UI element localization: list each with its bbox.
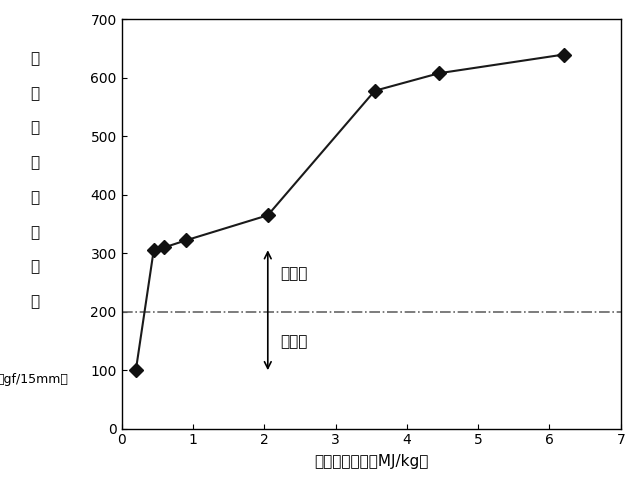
Text: 度: 度 — [31, 295, 40, 309]
Text: ー: ー — [31, 86, 40, 101]
X-axis label: 比エネルギー（MJ/kg）: 比エネルギー（MJ/kg） — [314, 454, 428, 469]
Text: ル: ル — [31, 225, 40, 240]
Text: （gf/15mm）: （gf/15mm） — [0, 374, 68, 386]
Text: ト: ト — [31, 120, 40, 135]
Text: 比較例: 比較例 — [280, 335, 308, 350]
Text: 実施例: 実施例 — [280, 266, 308, 281]
Text: シ: シ — [31, 155, 40, 170]
Text: 強: 強 — [31, 260, 40, 275]
Text: ー: ー — [31, 190, 40, 205]
Text: ヒ: ヒ — [31, 51, 40, 66]
